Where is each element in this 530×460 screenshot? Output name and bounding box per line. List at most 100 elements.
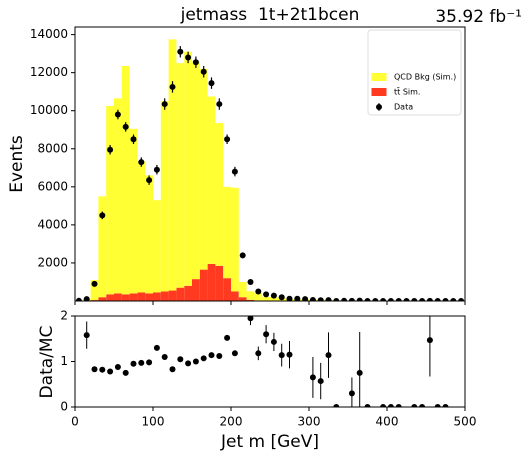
data-point <box>302 296 309 301</box>
ratio-point <box>364 404 371 407</box>
legend-swatch <box>371 73 387 81</box>
legend-box <box>367 29 462 116</box>
histogram-bar <box>176 287 185 301</box>
data-point <box>83 296 90 301</box>
ratio-point <box>177 356 184 363</box>
ratio-point <box>419 404 426 407</box>
data-point <box>91 280 98 287</box>
data-point <box>75 297 82 301</box>
histogram-bar <box>98 196 107 298</box>
histogram-bar <box>121 294 130 301</box>
ratio-point <box>224 334 231 341</box>
luminosity: 35.92 fb⁻¹ <box>435 7 522 27</box>
ratio-point <box>169 366 176 373</box>
ratio-point <box>185 360 192 367</box>
ratio-point <box>348 390 355 397</box>
histogram-bar <box>176 63 185 288</box>
histogram-bar <box>153 200 161 293</box>
histogram-bar <box>106 105 114 295</box>
ratio-point <box>83 332 90 339</box>
legend-swatch <box>371 88 387 96</box>
histogram-bar <box>254 293 263 301</box>
data-point <box>130 136 137 143</box>
histogram-bar <box>114 293 122 301</box>
ratio-y-axis-label: Data/MC <box>37 326 57 399</box>
y-tick-label: 2000 <box>37 255 68 269</box>
data-point <box>247 278 254 285</box>
histogram-bar <box>192 61 200 280</box>
chart-title: jetmass 1t+2t1bcen <box>180 5 360 25</box>
data-point <box>426 297 433 301</box>
ratio-point <box>380 404 387 407</box>
histogram-bar <box>129 293 138 301</box>
data-point <box>146 177 153 184</box>
x-tick-label: 200 <box>220 415 243 429</box>
axes: jetmass 1t+2t1bcen 35.92 fb⁻¹ Events Dat… <box>7 5 522 452</box>
y-tick-label: 4000 <box>37 217 68 231</box>
histogram-bar <box>199 269 208 301</box>
data-point <box>411 298 418 301</box>
y-tick-label: 2 <box>60 309 68 323</box>
histogram-bar <box>168 290 177 301</box>
histogram-bar <box>121 66 130 295</box>
x-tick-label: 500 <box>454 415 477 429</box>
ratio-point <box>442 404 449 407</box>
x-tick-label: 400 <box>376 415 399 429</box>
histogram-bar <box>215 265 224 301</box>
histogram-bar <box>207 263 216 301</box>
ratio-point <box>263 331 270 338</box>
ratio-point <box>286 351 293 358</box>
legend-label: Data <box>394 103 413 112</box>
ratio-point <box>395 404 402 407</box>
data-point <box>161 101 168 108</box>
x-tick-label: 100 <box>142 415 165 429</box>
data-point <box>138 159 145 166</box>
data-point <box>270 292 277 299</box>
legend-label: tt̄ Sim. <box>394 86 420 96</box>
histogram-bar <box>168 39 177 291</box>
ratio-point <box>208 352 215 359</box>
y-tick-label: 12000 <box>30 65 68 79</box>
y-tick-label: 14000 <box>30 27 68 41</box>
data-point <box>239 252 246 259</box>
ratio-point <box>138 359 145 366</box>
ratio-point <box>192 358 199 365</box>
main-frame <box>74 26 466 302</box>
histogram-bar <box>223 278 231 301</box>
ratio-point <box>247 316 254 322</box>
ratio-point <box>325 352 332 359</box>
ratio-point <box>122 369 129 376</box>
data-point <box>122 123 129 130</box>
data-point <box>208 80 215 87</box>
data-point <box>255 288 262 295</box>
data-point <box>317 297 324 301</box>
legend-marker <box>376 104 382 110</box>
ratio-point <box>153 344 160 351</box>
data-point <box>231 168 238 175</box>
data-point <box>450 298 457 301</box>
histogram-bar <box>246 299 255 301</box>
ratio-point <box>278 352 285 359</box>
y-tick-label: 6000 <box>37 179 68 193</box>
data-point <box>434 298 441 301</box>
histogram-bar <box>184 285 192 301</box>
histogram-bar <box>231 291 239 301</box>
data-point <box>403 298 410 301</box>
ratio-plot <box>83 316 449 407</box>
x-axis-label: Jet m [GeV] <box>220 432 319 452</box>
ratio-point <box>200 355 207 362</box>
histogram-bar <box>270 297 278 301</box>
data-point <box>185 54 192 61</box>
ratio-point <box>317 378 324 385</box>
data-point <box>364 298 371 301</box>
ratio-point <box>91 366 98 373</box>
data-point <box>419 298 426 301</box>
data-point <box>395 298 402 301</box>
histogram-bar <box>98 297 107 301</box>
histogram-bar <box>137 292 146 301</box>
histogram-bar <box>207 96 216 264</box>
histogram-bar <box>145 293 153 301</box>
histogram-bar <box>246 291 255 300</box>
data-point <box>333 298 340 301</box>
